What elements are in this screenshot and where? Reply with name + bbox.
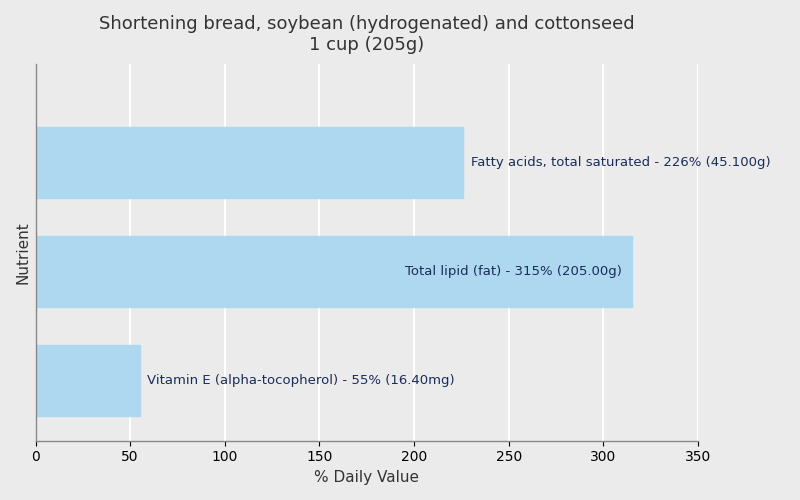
X-axis label: % Daily Value: % Daily Value [314,470,419,485]
Bar [35,345,140,416]
Text: Fatty acids, total saturated - 226% (45.100g): Fatty acids, total saturated - 226% (45.… [471,156,770,168]
Title: Shortening bread, soybean (hydrogenated) and cottonseed
1 cup (205g): Shortening bread, soybean (hydrogenated)… [99,15,634,54]
Text: Total lipid (fat) - 315% (205.00g): Total lipid (fat) - 315% (205.00g) [406,265,622,278]
Text: Vitamin E (alpha-tocopherol) - 55% (16.40mg): Vitamin E (alpha-tocopherol) - 55% (16.4… [147,374,455,387]
Y-axis label: Nutrient: Nutrient [15,221,30,284]
Bar [35,126,463,198]
Bar [35,236,632,307]
